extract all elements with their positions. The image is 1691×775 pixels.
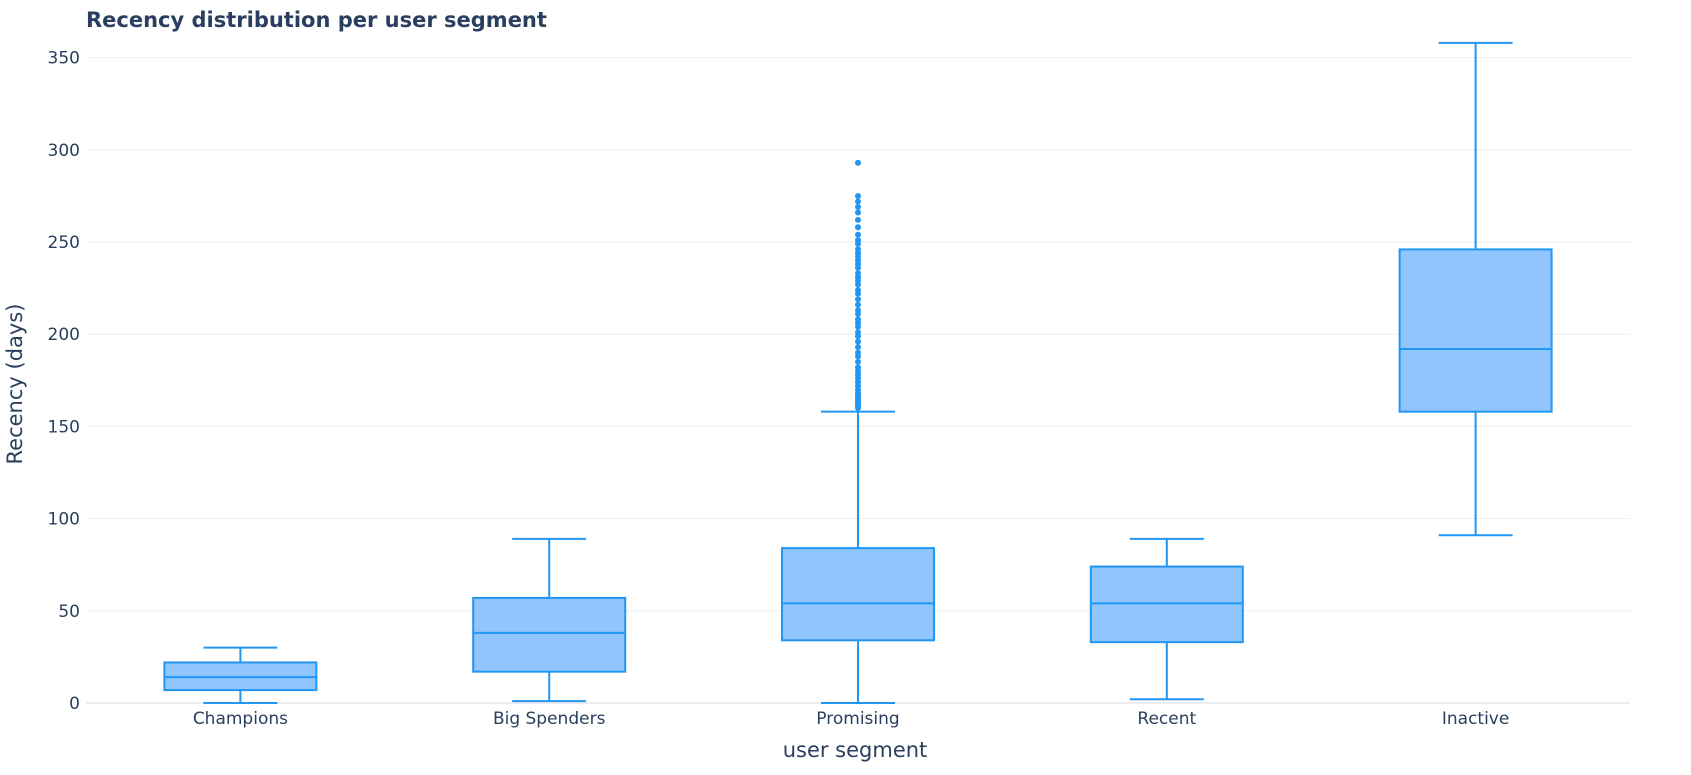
y-tick-label: 50 — [58, 602, 80, 622]
y-tick-label: 150 — [48, 417, 80, 437]
outlier-point — [855, 237, 861, 244]
outlier-point — [855, 204, 861, 211]
x-tick-label: Recent — [1137, 709, 1196, 729]
y-axis-title: Recency (days) — [3, 303, 27, 465]
outlier-point — [855, 231, 861, 238]
box-body — [1398, 248, 1553, 413]
outlier-point — [855, 358, 861, 365]
outlier-point — [855, 198, 861, 205]
y-tick-label: 250 — [48, 233, 80, 253]
x-tick-label: Promising — [816, 709, 899, 729]
y-tick-label: 200 — [48, 325, 80, 345]
outlier-point — [855, 246, 861, 253]
outlier-point — [855, 159, 861, 166]
outlier-point — [855, 192, 861, 199]
x-axis-title: user segment — [782, 738, 928, 762]
outlier-point — [855, 224, 861, 231]
outlier-point — [855, 316, 861, 323]
outlier-point — [855, 270, 861, 277]
outlier-point — [855, 216, 861, 223]
outlier-point — [855, 301, 861, 308]
y-tick-label: 300 — [48, 141, 80, 161]
outlier-point — [855, 338, 861, 345]
x-tick-label: Champions — [193, 709, 288, 729]
outlier-point — [855, 364, 861, 371]
y-tick-label: 0 — [69, 694, 80, 714]
box-body — [472, 596, 627, 673]
outlier-point — [855, 344, 861, 351]
outlier-point — [855, 329, 861, 336]
outlier-point — [855, 349, 861, 356]
box-body — [781, 547, 935, 642]
outlier-point — [855, 286, 861, 293]
y-tick-label: 100 — [48, 510, 80, 530]
x-tick-label: Big Spenders — [493, 709, 606, 729]
outlier-point — [855, 307, 861, 314]
y-tick-label: 350 — [48, 49, 80, 69]
x-tick-label: Inactive — [1442, 709, 1509, 729]
outlier-point — [855, 209, 861, 216]
outlier-point — [855, 296, 861, 303]
chart-title: Recency distribution per user segment — [86, 8, 547, 32]
